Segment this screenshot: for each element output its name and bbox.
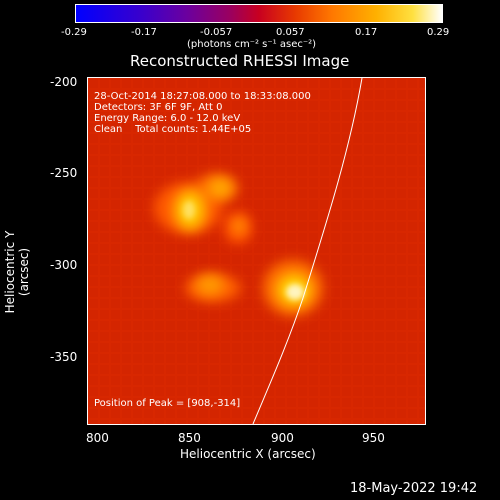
colorbar-tick: -0.29 (61, 27, 87, 38)
x-tick: 900 (271, 431, 294, 445)
colorbar-tick: -0.17 (131, 27, 157, 38)
colorbar (75, 4, 443, 23)
timestamp: 18-May-2022 19:42 (350, 481, 478, 496)
info-detectors: Detectors: 3F 6F 9F, Att 0 (94, 102, 223, 113)
y-tick: -300 (50, 258, 78, 272)
image-map (88, 78, 425, 424)
colorbar-units: (photons cm⁻² s⁻¹ asec⁻²) (187, 39, 317, 50)
info-time: 28-Oct-2014 18:27:08.000 to 18:33:08.000 (94, 91, 311, 102)
y-tick: -250 (50, 166, 78, 180)
colorbar-tick: -0.057 (200, 27, 233, 38)
colorbar-tick: 0.29 (427, 27, 450, 38)
x-tick: 950 (362, 431, 385, 445)
y-tick: -350 (50, 350, 78, 364)
info-block: 28-Oct-2014 18:27:08.000 to 18:33:08.000… (94, 91, 311, 135)
colorbar-tick: 0.057 (276, 27, 305, 38)
image-title: Reconstructed RHESSI Image (130, 52, 350, 70)
info-energy: Energy Range: 6.0 - 12.0 keV (94, 113, 241, 124)
y-axis-label: Heliocentric Y (arcsec) (3, 230, 31, 314)
x-tick: 850 (178, 431, 201, 445)
x-axis-label: Heliocentric X (arcsec) (180, 447, 316, 461)
rhessi-image: 28-Oct-2014 18:27:08.000 to 18:33:08.000… (87, 77, 426, 425)
info-peak: Position of Peak = [908,-314] (94, 398, 241, 409)
limb-line (252, 78, 363, 424)
colorbar-tick: 0.17 (355, 27, 378, 38)
info-clean: Clean Total counts: 1.44E+05 (94, 124, 252, 135)
y-tick: -200 (50, 75, 78, 89)
x-tick: 800 (86, 431, 109, 445)
